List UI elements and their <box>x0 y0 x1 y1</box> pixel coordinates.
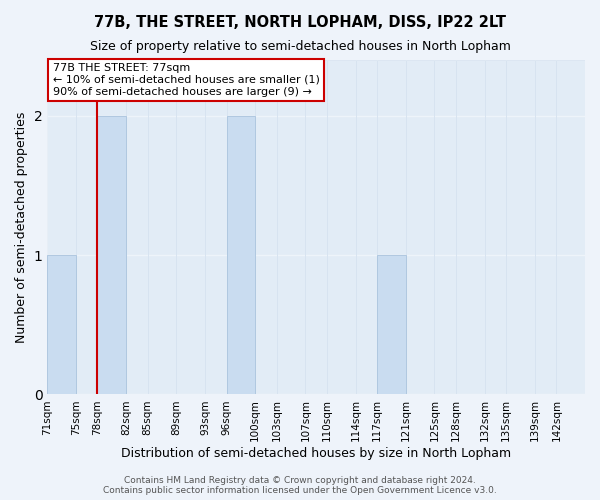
Bar <box>406 60 434 394</box>
Bar <box>148 60 176 394</box>
Bar <box>205 60 227 394</box>
Bar <box>434 60 456 394</box>
Bar <box>535 60 556 394</box>
Text: 77B, THE STREET, NORTH LOPHAM, DISS, IP22 2LT: 77B, THE STREET, NORTH LOPHAM, DISS, IP2… <box>94 15 506 30</box>
Bar <box>506 60 535 394</box>
Bar <box>126 60 148 394</box>
Bar <box>327 60 356 394</box>
Bar <box>485 60 506 394</box>
Text: 77B THE STREET: 77sqm
← 10% of semi-detached houses are smaller (1)
90% of semi-: 77B THE STREET: 77sqm ← 10% of semi-deta… <box>53 64 320 96</box>
Bar <box>227 116 255 394</box>
Bar <box>277 60 305 394</box>
Bar <box>47 255 76 394</box>
Text: Size of property relative to semi-detached houses in North Lopham: Size of property relative to semi-detach… <box>89 40 511 53</box>
X-axis label: Distribution of semi-detached houses by size in North Lopham: Distribution of semi-detached houses by … <box>121 447 511 460</box>
Bar <box>227 60 255 394</box>
Y-axis label: Number of semi-detached properties: Number of semi-detached properties <box>15 112 28 343</box>
Bar <box>377 60 406 394</box>
Bar <box>76 60 97 394</box>
Bar <box>456 60 485 394</box>
Bar <box>97 116 126 394</box>
Bar <box>97 60 126 394</box>
Text: Contains HM Land Registry data © Crown copyright and database right 2024.
Contai: Contains HM Land Registry data © Crown c… <box>103 476 497 495</box>
Bar <box>47 60 76 394</box>
Bar <box>556 60 585 394</box>
Bar <box>356 60 377 394</box>
Bar <box>377 255 406 394</box>
Bar <box>255 60 277 394</box>
Bar <box>176 60 205 394</box>
Bar <box>305 60 327 394</box>
